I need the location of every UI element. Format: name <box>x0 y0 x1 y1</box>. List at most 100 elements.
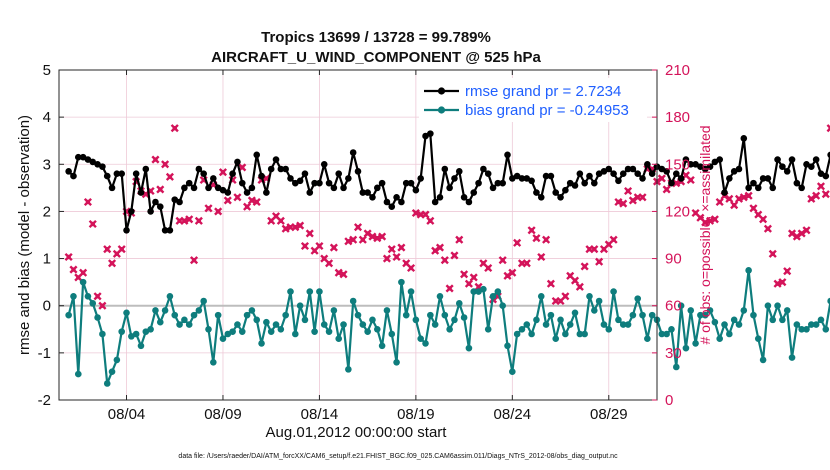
obs-count-marker <box>107 259 117 268</box>
obs-count-marker <box>165 172 174 181</box>
rmse-data-point <box>460 193 468 201</box>
obs-count-dot <box>240 165 245 170</box>
rmse-data-point <box>822 172 830 180</box>
bias-data-point <box>639 311 646 319</box>
bias-data-point <box>335 335 343 343</box>
rmse-data-point <box>783 168 791 175</box>
obs-count-marker <box>816 182 826 191</box>
bias-data-point <box>480 285 487 293</box>
obs-count-dot <box>567 273 573 279</box>
y-tick-labels: -2 -1 0 1 2 3 4 5 <box>38 62 51 409</box>
obs-count-dot <box>85 199 91 205</box>
bias-data-point <box>634 295 642 302</box>
rmse-data-point <box>436 193 444 201</box>
legend: rmse grand pr = 2.7234 bias grand pr = -… <box>419 78 647 122</box>
rmse-data-point <box>210 175 217 182</box>
obs-count-dot <box>770 251 775 257</box>
obs-count-dot <box>418 212 423 217</box>
obs-count-dot <box>510 270 515 275</box>
bias-data-point <box>417 335 424 343</box>
rmse-data-point <box>571 182 579 189</box>
obs-count-dot <box>524 261 529 266</box>
bias-data-point <box>798 325 805 333</box>
y2-axis-label: # of obs: o=possible; ×=assimilated <box>697 125 713 344</box>
bias-data-point <box>600 321 608 328</box>
y2-tick-label: 60 <box>665 298 682 315</box>
bias-data-point <box>754 335 762 343</box>
bias-data-point <box>147 325 154 333</box>
bias-data-point <box>345 366 352 373</box>
obs-count-dot <box>461 272 467 277</box>
obs-count-marker <box>532 234 541 243</box>
rmse-data-point <box>547 172 555 180</box>
bias-data-point <box>672 363 680 371</box>
rmse-data-point <box>591 179 598 187</box>
bias-data-point <box>817 316 825 324</box>
obs-count-dot <box>577 284 583 290</box>
rmse-data-point <box>128 208 135 215</box>
y2-tick-label: 120 <box>665 203 690 220</box>
bias-data-point <box>301 316 309 324</box>
rmse-data-point <box>808 163 815 170</box>
obs-count-marker <box>161 160 170 169</box>
bias-data-point <box>89 300 97 307</box>
bias-data-point <box>108 368 116 376</box>
obs-count-dot <box>529 228 534 233</box>
obs-count-marker <box>387 245 396 254</box>
obs-count-marker <box>763 224 772 233</box>
obs-count-marker <box>93 292 102 301</box>
obs-count-dot <box>471 275 476 280</box>
bias-data-point <box>238 328 246 335</box>
obs-count-marker <box>542 235 551 244</box>
bias-data-point <box>721 321 728 328</box>
obs-count-marker <box>638 193 647 202</box>
obs-count-dot <box>592 246 597 252</box>
bias-data-point <box>364 328 371 335</box>
rmse-series-line <box>67 132 830 232</box>
obs-count-marker <box>252 197 261 207</box>
obs-count-dot <box>244 204 250 209</box>
y-tick-label: 5 <box>43 62 51 79</box>
obs-count-dot <box>563 294 568 299</box>
rmse-data-point <box>470 189 478 196</box>
obs-count-dot <box>621 201 626 206</box>
obs-count-dot <box>235 195 240 200</box>
bias-data-point <box>769 316 777 324</box>
obs-count-dot <box>601 246 607 252</box>
obs-count-marker <box>609 235 618 244</box>
y-tick-label: 1 <box>43 251 51 268</box>
bias-data-point <box>195 307 203 314</box>
rmse-data-point <box>634 170 642 178</box>
obs-count-dot <box>100 303 105 308</box>
rmse-data-point <box>576 170 584 178</box>
bias-data-point <box>663 330 670 338</box>
obs-count-dot <box>331 245 337 250</box>
rmse-data-point <box>243 189 251 196</box>
bias-data-point <box>272 321 280 328</box>
obs-count-dot <box>384 256 390 261</box>
bias-data-point <box>489 292 497 300</box>
bias-data-point <box>518 325 526 333</box>
plot-background <box>59 70 657 400</box>
rmse-data-point <box>176 198 183 206</box>
obs-count-dot <box>187 217 192 222</box>
rmse-data-point <box>147 208 154 215</box>
data-file-footnote: data file: /Users/raeder/DAI/ATM_forcXX/… <box>178 453 618 460</box>
obs-count-marker <box>657 174 666 183</box>
rmse-data-point <box>750 179 757 187</box>
obs-count-dot <box>756 212 761 217</box>
x-tick-labels: 08/04 08/09 08/14 08/19 08/24 08/29 <box>108 406 628 423</box>
obs-count-dot <box>606 242 611 247</box>
obs-count-dot <box>307 231 312 236</box>
rmse-data-point <box>142 165 150 173</box>
rmse-data-point <box>248 184 256 192</box>
bias-data-point <box>330 307 338 314</box>
rmse-data-point <box>234 158 241 166</box>
obs-count-marker <box>189 256 199 265</box>
rmse-data-point <box>682 156 690 163</box>
obs-count-marker <box>243 202 252 211</box>
bias-data-point <box>181 316 188 324</box>
bias-data-point <box>513 330 521 338</box>
bias-data-point <box>504 342 511 350</box>
bias-data-point <box>494 288 502 295</box>
